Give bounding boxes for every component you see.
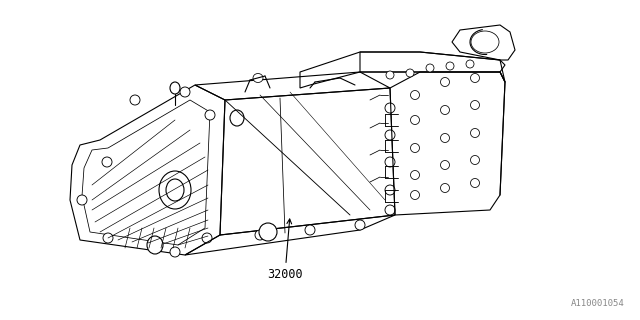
Ellipse shape <box>470 74 479 83</box>
Ellipse shape <box>103 233 113 243</box>
Ellipse shape <box>305 225 315 235</box>
Ellipse shape <box>386 71 394 79</box>
Ellipse shape <box>77 195 87 205</box>
Ellipse shape <box>466 60 474 68</box>
Ellipse shape <box>170 247 180 257</box>
Ellipse shape <box>440 77 449 86</box>
Ellipse shape <box>253 74 263 83</box>
Ellipse shape <box>406 69 414 77</box>
Ellipse shape <box>410 116 419 124</box>
Ellipse shape <box>202 233 212 243</box>
Ellipse shape <box>440 183 449 193</box>
Ellipse shape <box>355 220 365 230</box>
Ellipse shape <box>446 62 454 70</box>
Text: 32000: 32000 <box>267 219 303 281</box>
Ellipse shape <box>410 91 419 100</box>
Ellipse shape <box>205 110 215 120</box>
Ellipse shape <box>470 100 479 109</box>
Ellipse shape <box>426 64 434 72</box>
Ellipse shape <box>385 205 395 215</box>
Ellipse shape <box>440 106 449 115</box>
Ellipse shape <box>180 87 190 97</box>
Ellipse shape <box>147 236 163 254</box>
Ellipse shape <box>410 190 419 199</box>
Ellipse shape <box>470 129 479 138</box>
Text: A110001054: A110001054 <box>572 299 625 308</box>
Ellipse shape <box>410 143 419 153</box>
Ellipse shape <box>385 130 395 140</box>
Ellipse shape <box>230 110 244 126</box>
Ellipse shape <box>102 157 112 167</box>
Ellipse shape <box>385 103 395 113</box>
Ellipse shape <box>410 171 419 180</box>
Ellipse shape <box>259 223 277 241</box>
Ellipse shape <box>440 133 449 142</box>
Ellipse shape <box>440 161 449 170</box>
Ellipse shape <box>130 95 140 105</box>
Ellipse shape <box>470 179 479 188</box>
Ellipse shape <box>255 230 265 240</box>
Ellipse shape <box>385 157 395 167</box>
Ellipse shape <box>385 185 395 195</box>
Ellipse shape <box>470 156 479 164</box>
